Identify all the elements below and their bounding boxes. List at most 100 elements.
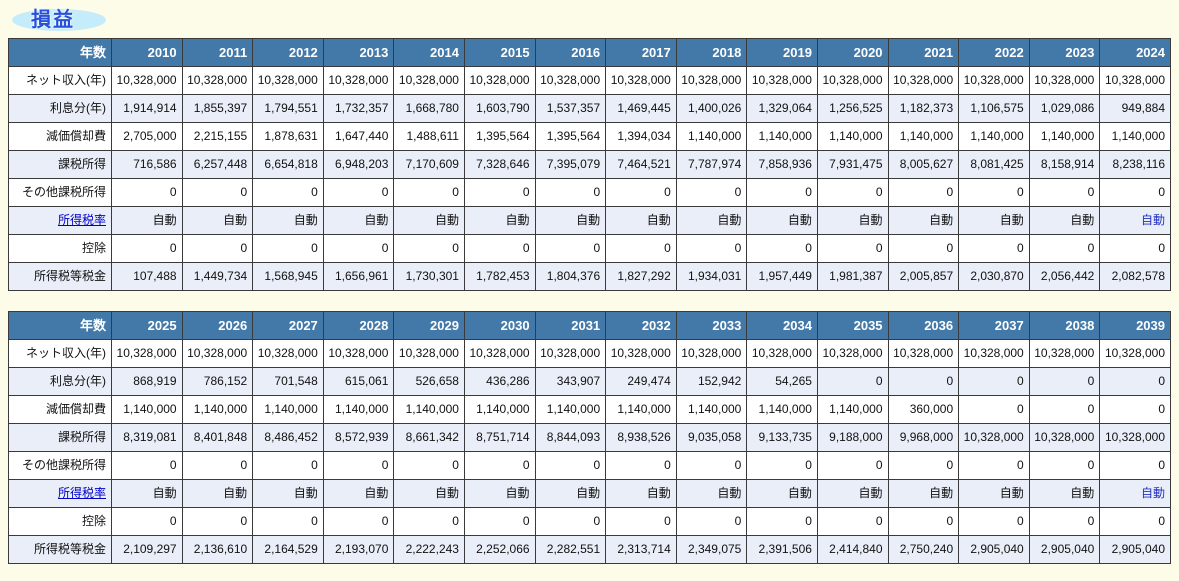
cell-value: 0 [252,507,324,536]
row-label: 控除 [8,234,112,263]
cell-value: 0 [111,178,183,207]
cell-value: 0 [675,234,748,263]
cell-value: 1,732,357 [322,94,395,123]
cell-value: 1,394,034 [605,122,677,151]
cell-value: 9,133,735 [746,423,818,452]
cell-value: 1,537,357 [534,94,607,123]
cell-value: 107,488 [111,262,183,291]
tax-rate-auto-link[interactable]: 自動 [1099,206,1171,235]
cell-value: 0 [958,395,1030,424]
cell-value: 10,328,000 [605,66,677,95]
cell-value: 0 [958,178,1030,207]
cell-value: 1,182,373 [887,94,960,123]
cell-value: 10,328,000 [1028,423,1101,452]
year-column-header: 2034 [746,311,818,340]
cell-value: 1,878,631 [252,122,324,151]
cell-value: 自動 [675,206,748,235]
cell-value: 自動 [252,479,324,508]
cell-value: 0 [746,178,818,207]
row-label: ネット収入(年) [8,339,112,368]
cell-value: 6,948,203 [322,150,395,179]
cell-value: 0 [605,234,677,263]
cell-value: 2,056,442 [1028,262,1101,291]
table-row: ネット収入(年) 10,328,000 10,328,000 10,328,000 10… [8,339,1171,368]
cell-value: 152,942 [675,367,748,396]
cell-value: 0 [181,507,254,536]
cell-value: 0 [1099,178,1171,207]
profit-loss-table-2025-2039: 年数 2025 2026 2027 2028 2029 2030 2031 2032 2033 20… [8,311,1171,564]
cell-value: 1,827,292 [605,262,677,291]
year-column-header: 2015 [463,38,536,67]
income-tax-rate-link[interactable]: 所得税率 [57,486,106,500]
cell-value: 1,957,449 [746,262,818,291]
cell-value: 436,286 [463,367,536,396]
row-label: その他課税所得 [8,451,112,480]
cell-value: 0 [1099,451,1171,480]
table-row: 所得税等税金 107,488 1,449,734 1,568,945 1,656,961… [8,262,1171,291]
cell-value: 2,109,297 [111,535,183,564]
cell-value: 0 [816,178,889,207]
cell-value: 0 [181,234,254,263]
table-row: 減価償却費 2,705,000 2,215,155 1,878,631 1,647,44… [8,122,1171,151]
year-column-header: 2012 [252,38,324,67]
page-title: 損益 [31,9,75,31]
cell-value: 2,193,070 [322,535,395,564]
table-row: 減価償却費 1,140,000 1,140,000 1,140,000 1,140,00… [8,395,1171,424]
cell-value: 10,328,000 [958,66,1030,95]
cell-value: 自動 [463,479,536,508]
cell-value: 10,328,000 [111,339,183,368]
cell-value: 10,328,000 [1099,66,1171,95]
year-column-header: 2025 [111,311,183,340]
cell-value: 0 [1099,395,1171,424]
cell-value: 1,449,734 [181,262,254,291]
cell-value: 0 [1099,507,1171,536]
cell-value: 7,395,079 [534,150,607,179]
income-tax-rate-link[interactable]: 所得税率 [57,213,106,227]
cell-value: 10,328,000 [181,66,254,95]
cell-value: 1,329,064 [746,94,818,123]
cell-value: 2,414,840 [816,535,889,564]
cell-value: 0 [463,234,536,263]
year-column-header: 2032 [605,311,677,340]
tax-rate-auto-link[interactable]: 自動 [1099,479,1171,508]
cell-value: 1,029,086 [1028,94,1101,123]
cell-value: 1,794,551 [252,94,324,123]
cell-value: 10,328,000 [463,66,536,95]
year-column-header: 2017 [605,38,677,67]
cell-value: 8,844,093 [534,423,607,452]
cell-value: 0 [675,451,748,480]
cell-value: 9,188,000 [816,423,889,452]
cell-value: 2,005,857 [887,262,960,291]
cell-value: 10,328,000 [816,339,889,368]
cell-value: 0 [1028,178,1101,207]
cell-value: 自動 [816,479,889,508]
cell-value: 1,140,000 [463,395,536,424]
year-header-label: 年数 [8,311,112,340]
cell-value: 2,252,066 [463,535,536,564]
cell-value: 1,106,575 [958,94,1030,123]
cell-value: 2,082,578 [1099,262,1171,291]
year-column-header: 2023 [1028,38,1101,67]
cell-value: 0 [534,451,607,480]
cell-value: 0 [1028,451,1101,480]
cell-value: 10,328,000 [393,339,465,368]
year-column-header: 2030 [463,311,536,340]
cell-value: 615,061 [322,367,395,396]
cell-value: 0 [958,451,1030,480]
cell-value: 2,391,506 [746,535,818,564]
cell-value: 8,238,116 [1099,150,1171,179]
cell-value: 10,328,000 [1099,339,1171,368]
row-label: 利息分(年) [8,94,112,123]
cell-value: 自動 [605,206,677,235]
cell-value: 1,140,000 [534,395,607,424]
cell-value: 6,257,448 [181,150,254,179]
table-header-row: 年数 2010 2011 2012 2013 2014 2015 2016 2017 2018 20… [8,38,1171,67]
table-row: 控除 0 0 0 0 0 0 0 0 0 0 0 0 0 0 0 [8,234,1171,263]
cell-value: 949,884 [1099,94,1171,123]
cell-value: 自動 [1028,206,1101,235]
year-column-header: 2031 [534,311,607,340]
year-column-header: 2024 [1099,38,1171,67]
cell-value: 7,787,974 [675,150,748,179]
cell-value: 1,647,440 [322,122,395,151]
cell-value: 8,081,425 [958,150,1030,179]
